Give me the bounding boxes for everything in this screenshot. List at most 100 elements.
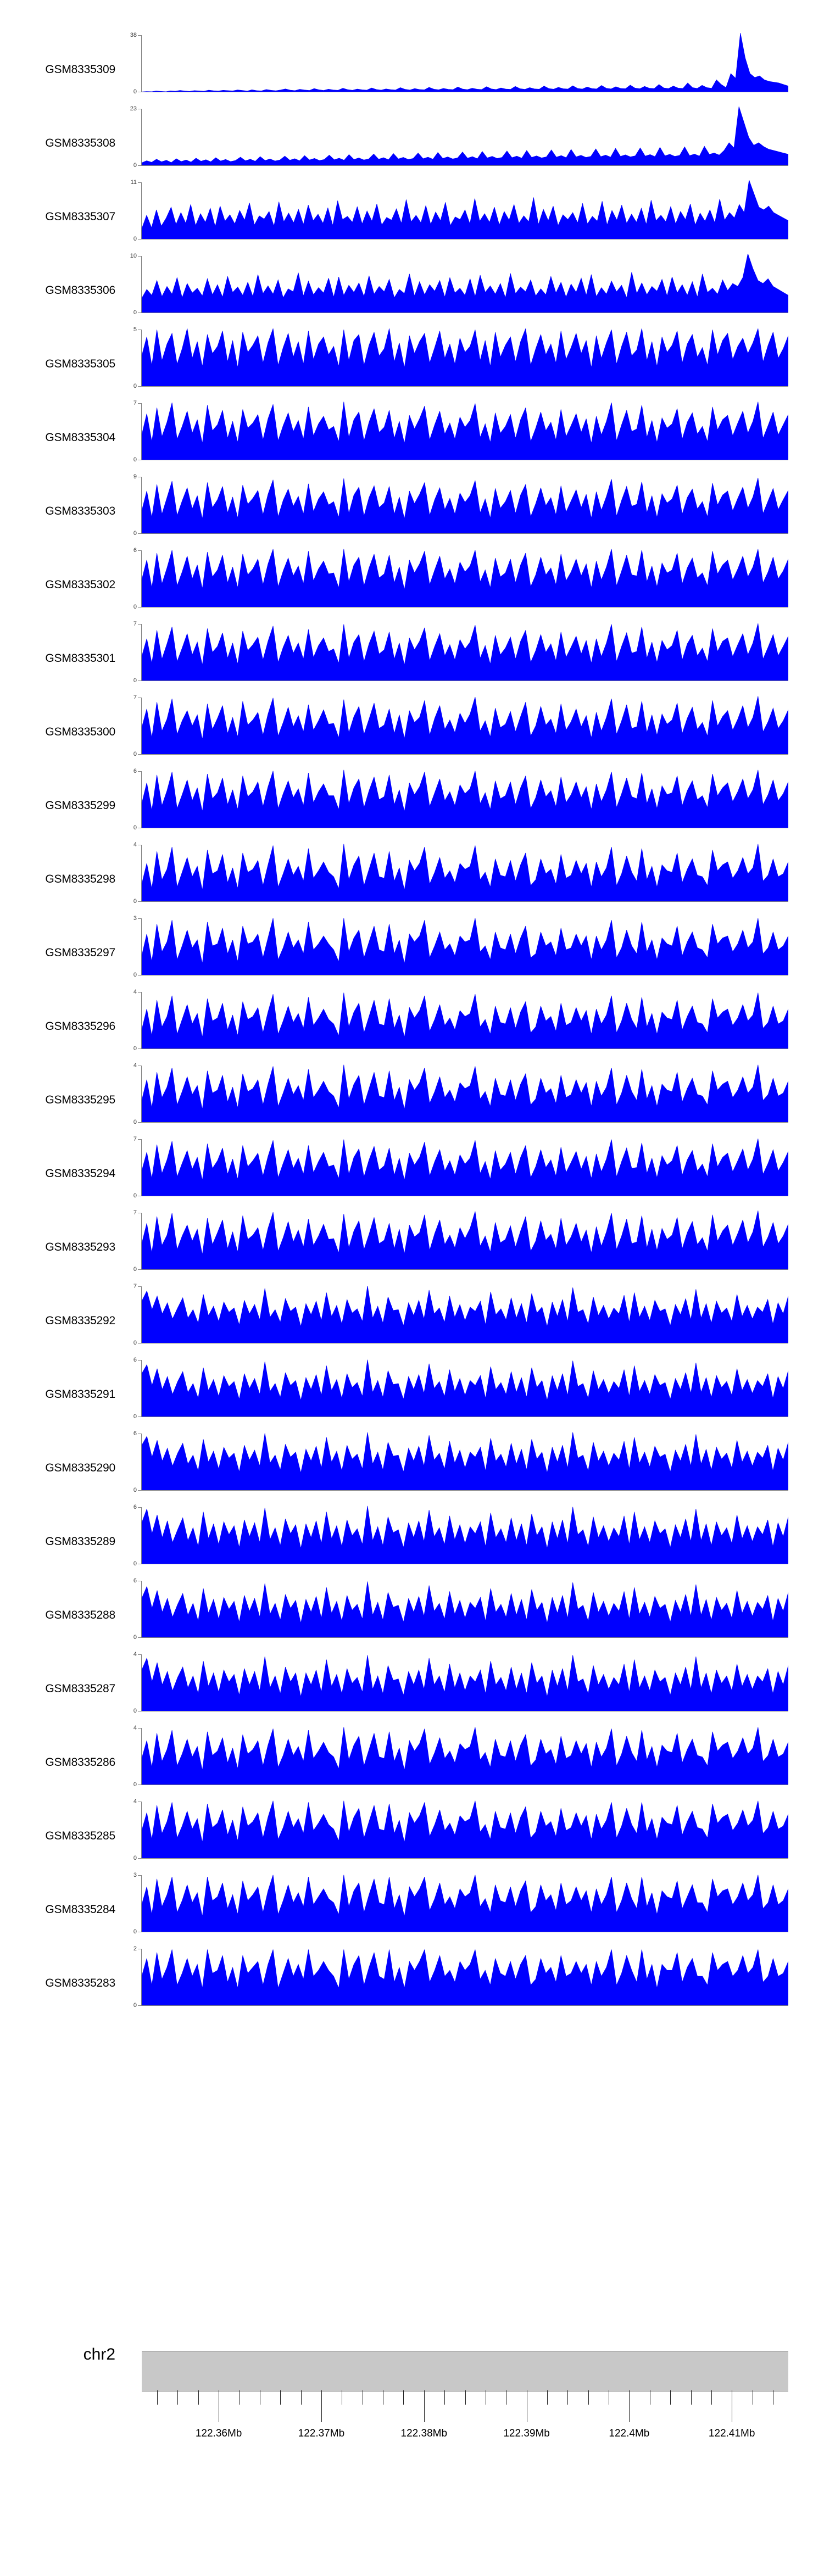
- axis-minor-tick: [567, 2390, 569, 2405]
- axis-minor-tick: [177, 2390, 179, 2405]
- y-axis-min-label: 0: [133, 1708, 137, 1714]
- axis-minor-tick: [670, 2390, 671, 2405]
- y-axis-max-label: 2: [133, 1945, 137, 1952]
- axis-major-tick: [629, 2390, 630, 2422]
- coverage-plot-area[interactable]: [142, 1873, 788, 1932]
- coverage-plot-area[interactable]: [142, 180, 788, 239]
- y-axis-max-label: 6: [133, 1357, 137, 1363]
- y-axis-min-label: 0: [133, 236, 137, 242]
- y-axis-max-label: 38: [130, 32, 137, 38]
- coverage-plot-area[interactable]: [142, 1947, 788, 2006]
- track-label: GSM8335288: [45, 1609, 115, 1621]
- coverage-plot-area[interactable]: [142, 107, 788, 166]
- y-axis-max-label: 4: [133, 1798, 137, 1805]
- track-label: GSM8335299: [45, 799, 115, 812]
- y-axis-min-label: 0: [133, 1045, 137, 1052]
- track-label: GSM8335285: [45, 1830, 115, 1842]
- track-label: GSM8335291: [45, 1388, 115, 1401]
- coverage-track: GSM8335298 4 0: [0, 842, 824, 916]
- coverage-track: GSM8335286 4 0: [0, 1725, 824, 1799]
- coverage-plot-area[interactable]: [142, 1799, 788, 1859]
- coverage-track: GSM8335301 7 0: [0, 621, 824, 695]
- axis-minor-tick: [547, 2390, 548, 2405]
- y-axis-max-label: 7: [133, 1209, 137, 1216]
- coverage-track: GSM8335308 23 0: [0, 106, 824, 180]
- coverage-plot-area[interactable]: [142, 916, 788, 975]
- axis-tick-label: 122.38Mb: [400, 2428, 448, 2439]
- coverage-plot-area[interactable]: [142, 843, 788, 902]
- coverage-plot-area[interactable]: [142, 254, 788, 313]
- y-axis-min-label: 0: [133, 1413, 137, 1420]
- coverage-plot-area[interactable]: [142, 33, 788, 92]
- coverage-plot-area[interactable]: [142, 1358, 788, 1417]
- track-baseline: [142, 754, 788, 755]
- axis-minor-tick: [444, 2390, 446, 2405]
- coverage-plot-area[interactable]: [142, 695, 788, 755]
- coverage-plot-area[interactable]: [142, 1211, 788, 1270]
- track-baseline: [142, 1269, 788, 1270]
- coverage-track: GSM8335287 4 0: [0, 1652, 824, 1726]
- y-axis-min-label: 0: [133, 898, 137, 905]
- coverage-track: GSM8335284 3 0: [0, 1872, 824, 1947]
- coverage-track: GSM8335296 4 0: [0, 989, 824, 1063]
- y-axis-max-label: 4: [133, 1725, 137, 1731]
- track-label: GSM8335295: [45, 1094, 115, 1106]
- coverage-plot-area[interactable]: [142, 1652, 788, 1711]
- track-baseline: [142, 533, 788, 534]
- coverage-plot-area[interactable]: [142, 769, 788, 828]
- genome-axis-ticks: [142, 2390, 788, 2429]
- track-label: GSM8335301: [45, 652, 115, 665]
- track-label: GSM8335294: [45, 1167, 115, 1180]
- coverage-plot-area[interactable]: [142, 1284, 788, 1343]
- track-baseline: [142, 1637, 788, 1638]
- coverage-track: GSM8335303 9 0: [0, 474, 824, 548]
- y-axis-min-label: 0: [133, 162, 137, 169]
- coverage-plot-area[interactable]: [142, 990, 788, 1049]
- coverage-plot-area[interactable]: [142, 1137, 788, 1196]
- coverage-track: GSM8335307 11 0: [0, 180, 824, 254]
- axis-minor-tick: [300, 2390, 302, 2405]
- coverage-track: GSM8335306 10 0: [0, 253, 824, 327]
- y-axis-max-label: 7: [133, 621, 137, 627]
- track-label: GSM8335300: [45, 726, 115, 738]
- y-axis-max-label: 4: [133, 1062, 137, 1069]
- y-axis-max-label: 7: [133, 694, 137, 701]
- y-axis-max-label: 4: [133, 989, 137, 995]
- coverage-plot-area[interactable]: [142, 1505, 788, 1564]
- axis-minor-tick: [157, 2390, 158, 2405]
- y-axis-min-label: 0: [133, 1340, 137, 1346]
- coverage-track: GSM8335294 7 0: [0, 1136, 824, 1211]
- y-axis-max-label: 4: [133, 1651, 137, 1658]
- coverage-plot-area[interactable]: [142, 1579, 788, 1638]
- y-axis-max-label: 7: [133, 1136, 137, 1142]
- coverage-plot-area[interactable]: [142, 475, 788, 534]
- y-axis-max-label: 6: [133, 768, 137, 774]
- coverage-plot-area[interactable]: [142, 401, 788, 460]
- chromosome-label: chr2: [83, 2345, 115, 2363]
- y-axis-max-label: 10: [130, 253, 137, 259]
- y-axis-min-label: 0: [133, 530, 137, 537]
- coverage-plot-area[interactable]: [142, 327, 788, 387]
- coverage-plot-area[interactable]: [142, 1726, 788, 1785]
- coverage-plot-area[interactable]: [142, 548, 788, 607]
- chromosome-ideogram-bar[interactable]: [142, 2351, 788, 2391]
- track-label: GSM8335306: [45, 284, 115, 297]
- axis-major-tick: [321, 2390, 322, 2422]
- coverage-plot-area[interactable]: [142, 1431, 788, 1491]
- coverage-plot-area[interactable]: [142, 622, 788, 681]
- track-label: GSM8335303: [45, 505, 115, 517]
- coverage-plot-area[interactable]: [142, 1063, 788, 1123]
- y-axis-min-label: 0: [133, 2002, 137, 2009]
- y-axis-min-label: 0: [133, 972, 137, 978]
- y-axis-min-label: 0: [133, 1634, 137, 1641]
- track-label: GSM8335292: [45, 1314, 115, 1327]
